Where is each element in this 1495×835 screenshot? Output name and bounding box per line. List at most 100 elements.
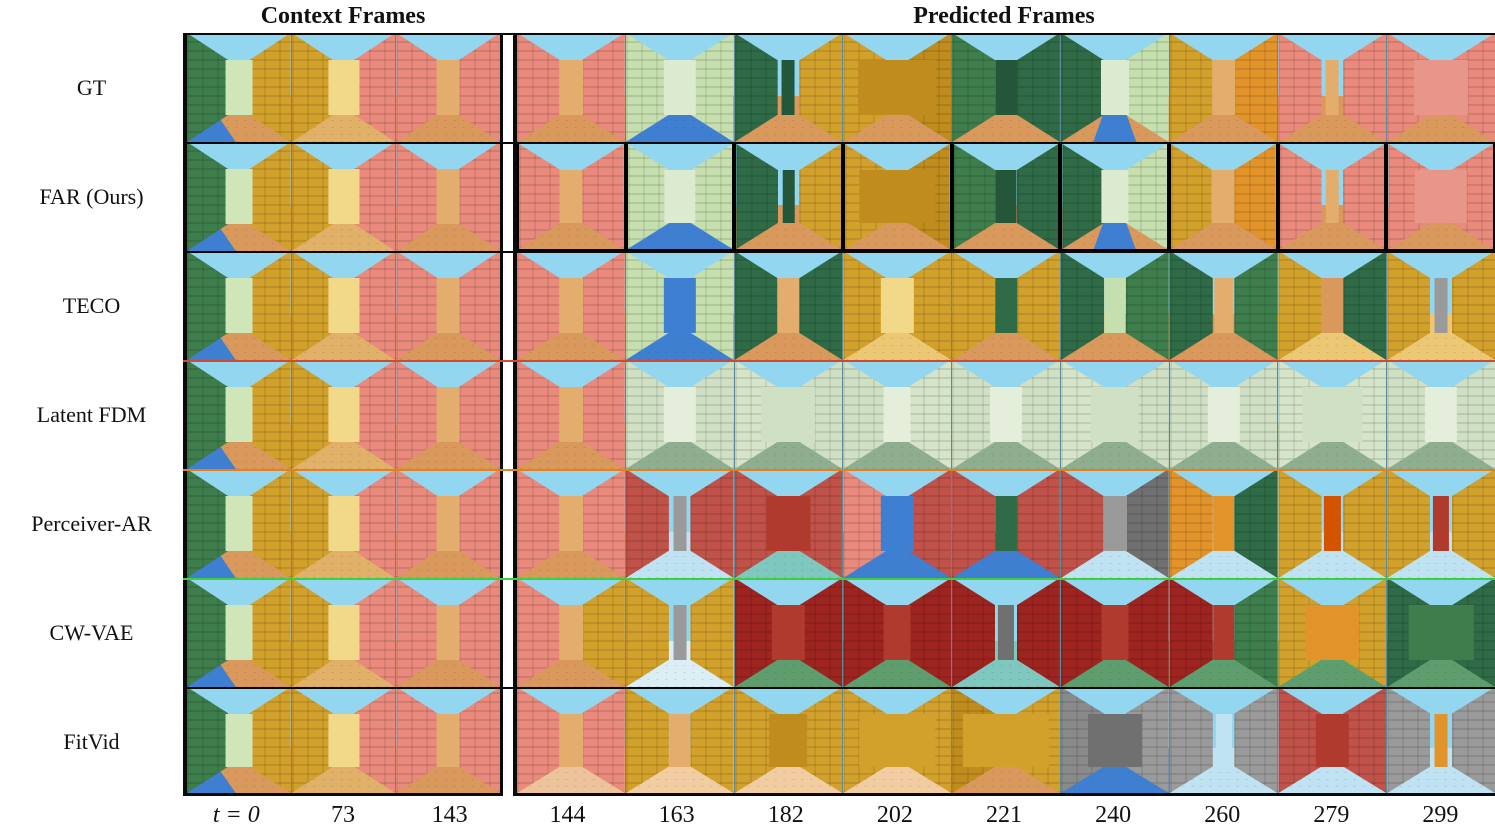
- time-label: 240: [1095, 802, 1132, 828]
- left-wall: [1060, 578, 1105, 687]
- frame-cell: [290, 251, 396, 360]
- frame-cell: [290, 469, 396, 578]
- block-gap: [503, 469, 513, 578]
- far-wall: [761, 387, 816, 442]
- far-wall: [327, 605, 360, 660]
- far-wall: [1215, 713, 1232, 767]
- model-row: FitVid: [0, 687, 1495, 796]
- row-label: CW-VAE: [0, 578, 183, 687]
- column-group-header: Context Frames Predicted Frames: [0, 0, 1495, 33]
- frame-cell: [290, 142, 396, 251]
- far-wall: [1207, 387, 1240, 442]
- far-wall: [1087, 713, 1142, 767]
- predicted-frames-title: Predicted Frames: [913, 3, 1095, 29]
- frame-cell: [733, 33, 843, 142]
- frame-cell: [733, 687, 843, 793]
- frame-cell: [395, 142, 501, 251]
- frame-cell: [842, 578, 952, 687]
- far-wall: [1101, 605, 1129, 660]
- far-wall: [995, 496, 1017, 551]
- far-wall: [663, 60, 696, 115]
- frame-cell: [624, 33, 734, 142]
- far-wall: [859, 170, 936, 223]
- model-row: GT: [0, 33, 1495, 142]
- far-wall: [881, 278, 914, 333]
- far-wall: [995, 60, 1017, 115]
- far-wall: [883, 605, 911, 660]
- frame-cell: [951, 142, 1061, 251]
- frame-cell: [187, 687, 291, 793]
- far-wall: [1211, 60, 1236, 115]
- left-wall: [736, 144, 779, 249]
- frame-cell: [951, 33, 1060, 142]
- far-wall: [1325, 60, 1339, 115]
- context-frames-title: Context Frames: [260, 3, 426, 29]
- far-wall: [858, 60, 937, 115]
- far-wall: [327, 169, 360, 224]
- frame-cell: [1386, 251, 1495, 360]
- predicted-block: [513, 33, 1495, 142]
- far-wall: [327, 387, 360, 442]
- frame-cell: [842, 251, 952, 360]
- far-wall: [225, 278, 253, 333]
- frame-cell: [1386, 687, 1495, 793]
- far-wall: [766, 496, 811, 551]
- predicted-block: [513, 469, 1495, 578]
- context-block: [183, 33, 503, 142]
- far-wall: [1102, 496, 1127, 551]
- far-wall: [559, 387, 583, 442]
- far-wall: [1101, 170, 1129, 223]
- far-wall: [559, 713, 583, 767]
- far-wall: [883, 387, 911, 442]
- far-wall: [1090, 387, 1140, 442]
- predicted-block: [513, 251, 1495, 360]
- frame-cell: [1059, 360, 1169, 469]
- far-wall: [225, 60, 253, 115]
- frame-cell: [517, 33, 625, 142]
- time-label: 143: [431, 802, 468, 828]
- frame-cell: [1059, 469, 1169, 578]
- frame-cell: [624, 360, 734, 469]
- model-row: Perceiver-AR: [0, 469, 1495, 578]
- block-gap: [503, 687, 513, 796]
- frame-cell: [843, 142, 952, 251]
- far-wall: [1414, 170, 1467, 223]
- frame-cell: [187, 33, 291, 142]
- frame-cell: [624, 687, 734, 793]
- far-wall: [436, 387, 460, 442]
- frame-cell: [1277, 142, 1387, 251]
- frame-cell: [1059, 578, 1169, 687]
- context-block: [183, 251, 503, 360]
- far-wall: [1408, 605, 1474, 660]
- frame-cell: [1169, 142, 1278, 251]
- time-label: t = 0: [212, 802, 260, 828]
- far-wall: [225, 169, 253, 224]
- far-wall: [327, 60, 360, 115]
- far-wall: [1100, 60, 1129, 115]
- predicted-block: [513, 142, 1495, 251]
- block-gap: [503, 142, 513, 251]
- frame-cell: [733, 360, 843, 469]
- frame-cell: [187, 251, 291, 360]
- row-divider: [183, 469, 1495, 471]
- far-wall: [1414, 60, 1469, 115]
- right-wall: [1343, 687, 1387, 793]
- row-divider: [183, 33, 1495, 35]
- row-divider: [183, 142, 1495, 144]
- frame-cell: [1277, 687, 1387, 793]
- frame-cell: [733, 469, 843, 578]
- far-wall: [327, 713, 360, 767]
- far-wall: [859, 713, 935, 767]
- block-gap: [503, 360, 513, 469]
- frame-cell: [517, 360, 625, 469]
- frame-cell: [951, 469, 1060, 578]
- row-divider: [183, 360, 1495, 362]
- far-wall: [664, 170, 696, 223]
- predicted-block: [513, 578, 1495, 687]
- frame-cell: [624, 578, 734, 687]
- far-wall: [781, 60, 795, 115]
- far-wall: [1324, 496, 1341, 551]
- far-wall: [1104, 278, 1126, 333]
- far-wall: [327, 278, 360, 333]
- frame-cell: [842, 33, 952, 142]
